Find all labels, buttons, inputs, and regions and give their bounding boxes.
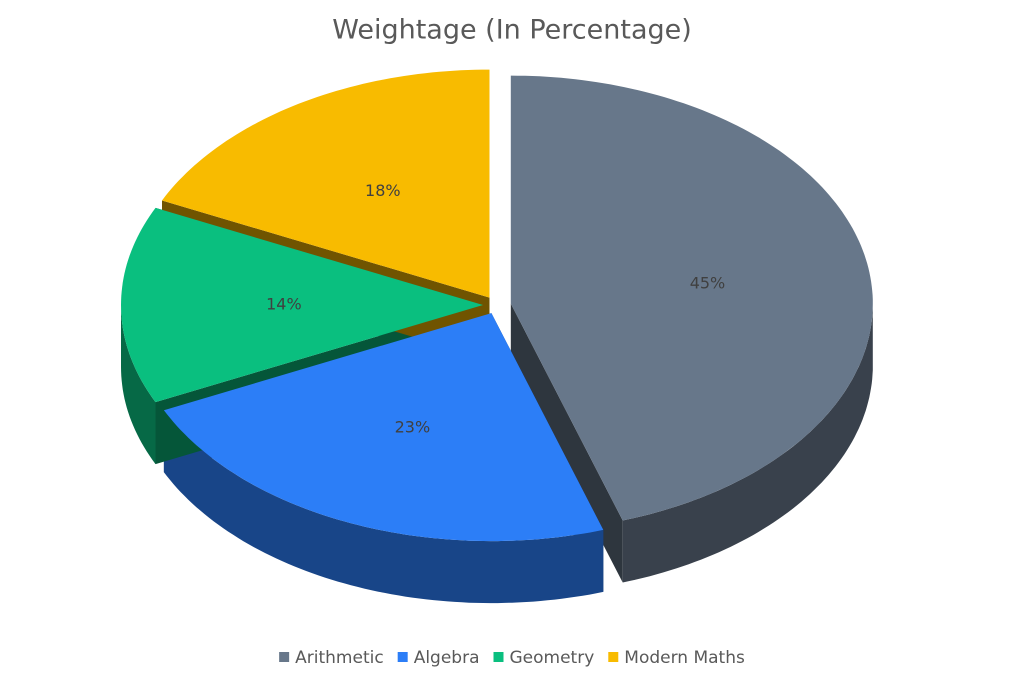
slice-side bbox=[622, 303, 873, 583]
chart-title: Weightage (In Percentage) bbox=[332, 15, 692, 46]
slice-side bbox=[121, 305, 156, 465]
data-label: 45% bbox=[690, 274, 726, 293]
slice bbox=[121, 207, 483, 403]
slice bbox=[162, 69, 490, 298]
slice-side bbox=[510, 303, 623, 583]
legend-label: Modern Maths bbox=[624, 648, 745, 668]
legend-swatch bbox=[279, 652, 290, 662]
data-label: 14% bbox=[266, 295, 302, 314]
data-label: 23% bbox=[395, 418, 431, 437]
data-label: 18% bbox=[365, 181, 401, 200]
legend-label: Algebra bbox=[414, 648, 480, 668]
legend-swatch bbox=[493, 652, 504, 662]
legend-swatch bbox=[608, 652, 619, 662]
legend-swatch bbox=[397, 652, 408, 662]
legend-label: Geometry bbox=[510, 648, 595, 668]
slice bbox=[163, 313, 604, 542]
slice-side bbox=[163, 410, 604, 604]
legend-label: Arithmetic bbox=[295, 648, 384, 668]
slice bbox=[510, 75, 873, 521]
